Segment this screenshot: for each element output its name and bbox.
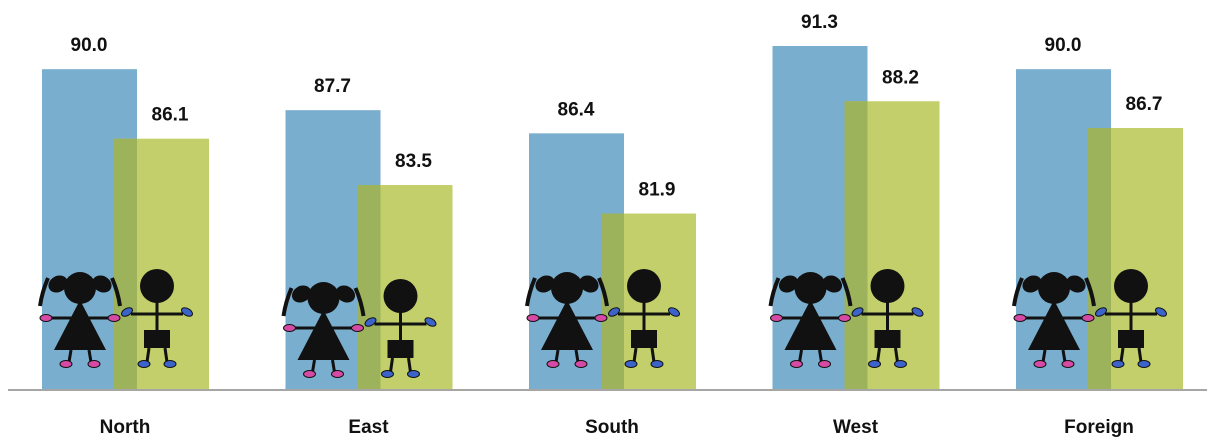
category-label-west: West [833,417,879,438]
boy-figure-icon [121,269,193,368]
value-label-series-1-foreign: 86.7 [1126,94,1163,115]
value-label-series-0-south: 86.4 [558,99,595,120]
value-label-series-0-west: 91.3 [801,12,838,33]
value-label-series-1-north: 86.1 [152,105,189,126]
value-labels-layer: 90.0 86.1 87.7 83.5 86.4 81.9 91.3 88.2 90.0 86.7 [71,12,1163,201]
value-label-series-1-south: 81.9 [639,180,676,201]
girl-figure-icon [281,282,366,378]
value-label-series-1-east: 83.5 [395,151,432,172]
category-label-east: East [348,417,389,438]
boy-figure-icon [1095,269,1167,368]
icons-layer [38,269,1167,378]
girl-figure-icon [768,272,853,368]
value-label-series-1-west: 88.2 [882,67,919,88]
boy-figure-icon [608,269,680,368]
bar-overlap-west [844,101,868,391]
value-label-series-0-north: 90.0 [71,35,108,56]
value-label-series-0-east: 87.7 [314,76,351,97]
category-label-north: North [100,417,151,438]
category-labels-layer: North East South West Foreign [100,417,1134,438]
boy-figure-icon [364,279,437,378]
bar-overlap-east [357,185,381,390]
bar-overlap-foreign [1088,127,1111,391]
value-label-series-0-foreign: 90.0 [1045,35,1082,56]
boy-figure-icon [851,269,924,368]
category-label-south: South [585,417,639,438]
bar-overlap-south [601,213,624,390]
girl-figure-icon [525,272,609,368]
category-label-foreign: Foreign [1064,417,1134,438]
girl-figure-icon [1012,272,1096,368]
bars-layer [42,46,1183,391]
bar-overlap-north [114,138,137,390]
girl-figure-icon [38,272,122,368]
